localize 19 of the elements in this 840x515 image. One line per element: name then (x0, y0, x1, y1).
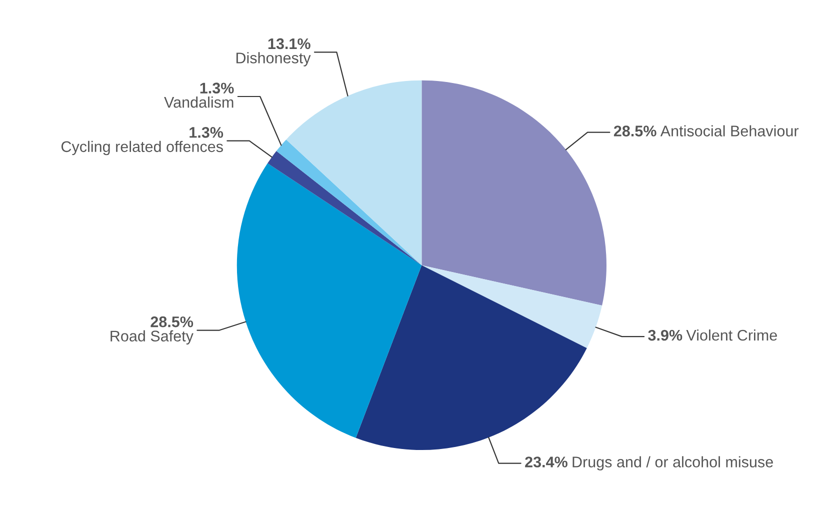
slice-label: Violent Crime (686, 329, 777, 341)
data-label: 28.5% (150, 316, 194, 328)
pie-slice (236, 163, 422, 438)
slice-label: Dishonesty (236, 52, 311, 66)
data-label: 1.3% (200, 82, 234, 94)
data-label: 1.3% (190, 127, 224, 138)
pie-slice (422, 80, 606, 306)
slice-label: Vandalism (164, 96, 234, 108)
pie-slice (286, 80, 422, 266)
slice-label: Cycling related offences (61, 140, 223, 156)
data-label: 28.5% (614, 126, 656, 136)
data-label: 13.1% (268, 38, 310, 50)
data-label: 3.9% (648, 330, 682, 341)
slice-label: Drugs and / or alcohol misuse (572, 456, 773, 470)
slice-label: Road Safety (110, 330, 194, 345)
data-label: 23.4% (525, 456, 568, 468)
slice-label: Antisocial Behaviour (660, 125, 799, 136)
pie-slice (422, 265, 602, 348)
pie-slice (356, 265, 587, 450)
